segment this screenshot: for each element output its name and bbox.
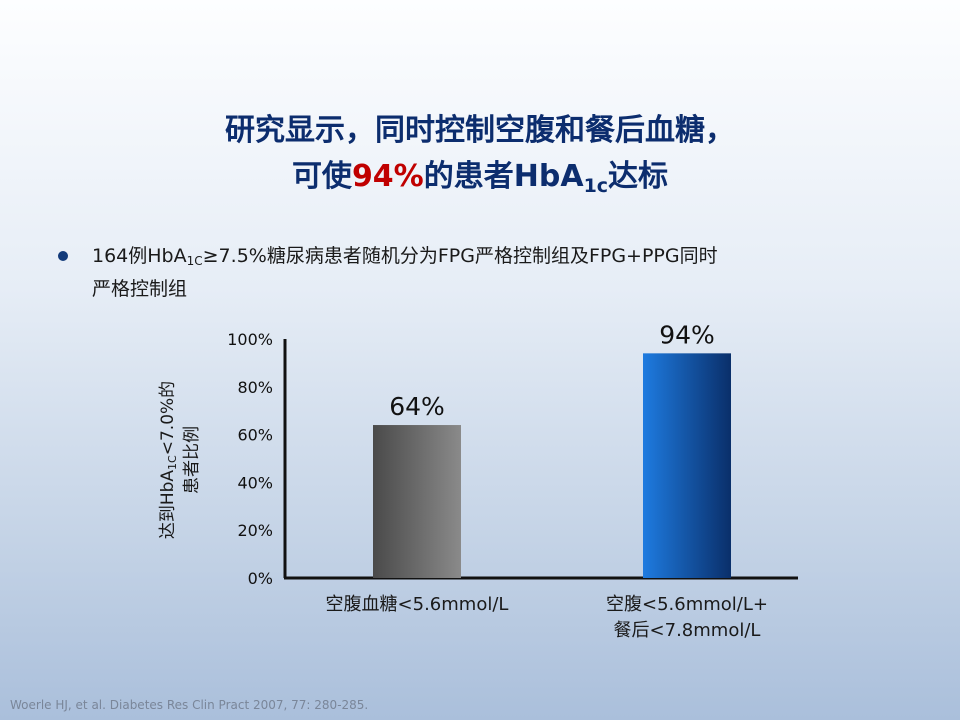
y-tick-label: 60% [237, 426, 273, 445]
title-pre: 可使 [291, 159, 352, 194]
bullet-subscript: 1C [186, 254, 203, 268]
bar-2 [643, 353, 731, 578]
y-tick-label: 20% [237, 521, 273, 540]
y-tick-label: 100% [227, 330, 273, 349]
title-line-2: 可使94%的患者HbA1c达标 [0, 154, 960, 200]
bullet-pre: 164例HbA [92, 245, 187, 267]
bullet-post: ≥7.5%糖尿病患者随机分为FPG严格控制组及FPG+PPG同时 [202, 245, 718, 267]
x-category-label-1: 空腹血糖<5.6mmol/L [325, 594, 509, 615]
y-tick-label: 0% [248, 569, 273, 588]
title-highlight-percent: 94% [351, 159, 424, 194]
bar-1 [373, 425, 461, 578]
title-post: 达标 [608, 159, 669, 194]
bullet-text: 164例HbA1C≥7.5%糖尿病患者随机分为FPG严格控制组及FPG+PPG同… [92, 240, 918, 306]
x-category-label-2: 空腹<5.6mmol/L+ 餐后<7.8mmol/L [606, 594, 768, 641]
title-subscript: 1c [583, 175, 609, 197]
bar-data-label-2: 94% [659, 320, 715, 349]
bullet-dot-icon [58, 251, 68, 261]
bullet-line-2: 严格控制组 [92, 278, 188, 300]
y-tick-label: 40% [237, 473, 273, 492]
title-line-1: 研究显示，同时控制空腹和餐后血糖， [225, 113, 735, 148]
y-tick-label: 80% [237, 378, 273, 397]
bar-data-label-1: 64% [389, 392, 445, 421]
title-mid: 的患者HbA [423, 159, 584, 194]
citation-footer: Woerle HJ, et al. Diabetes Res Clin Prac… [10, 698, 369, 712]
slide-title: 研究显示，同时控制空腹和餐后血糖， 可使94%的患者HbA1c达标 [0, 108, 960, 200]
bullet-point: 164例HbA1C≥7.5%糖尿病患者随机分为FPG严格控制组及FPG+PPG同… [58, 240, 918, 306]
